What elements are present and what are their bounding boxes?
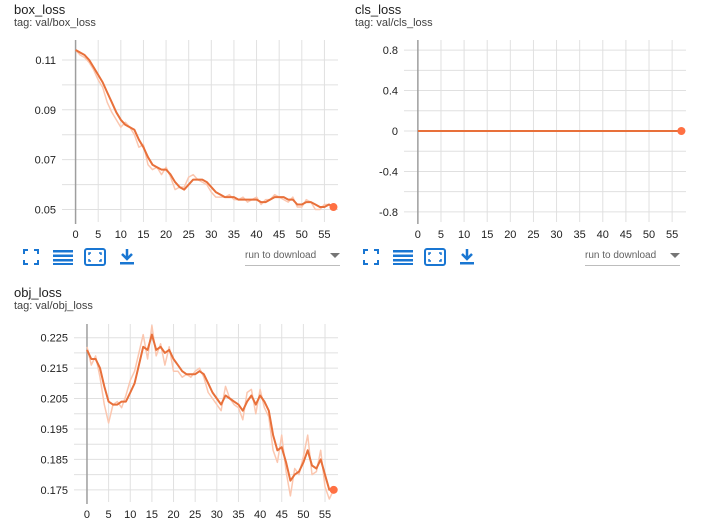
x-tick-label: 20 (160, 229, 172, 241)
run-to-download-select[interactable]: run to download (585, 250, 680, 266)
x-tick-label: 50 (296, 229, 308, 241)
data-table-icon (393, 250, 413, 265)
fit-domain-button[interactable] (424, 246, 446, 268)
x-tick-label: 15 (481, 229, 493, 241)
chevron-down-icon (330, 253, 340, 258)
fit-domain-icon (84, 248, 106, 266)
y-tick-label: 0 (392, 126, 398, 138)
chart-toolbar (360, 246, 488, 268)
obj-loss-chart[interactable]: 0 5 10 15 20 25 30 35 40 45 50 550.1750.1850.1950.2… (0, 0, 350, 528)
fit-domain-icon (424, 248, 446, 266)
x-tick-label: 0 (415, 229, 421, 241)
y-tick-label: -0.8 (379, 207, 398, 219)
x-tick-label: 35 (228, 229, 240, 241)
y-tick-label: 0.225 (40, 333, 68, 345)
x-tick-label: 40 (597, 229, 609, 241)
x-tick-label: 30 (211, 509, 223, 521)
data-table-icon (53, 250, 73, 265)
fit-domain-button[interactable] (84, 246, 106, 268)
x-tick-label: 25 (183, 229, 195, 241)
y-tick-label: 0.07 (35, 155, 56, 167)
x-tick-label: 30 (205, 229, 217, 241)
smoothed-series-line (75, 49, 334, 208)
x-tick-label: 10 (458, 229, 470, 241)
box-loss-chart[interactable]: 0 5 10 15 20 25 30 35 40 45 50 55 0.05 0.07 0.09 0.11 (0, 0, 350, 245)
smoothed-series-line (86, 333, 334, 491)
chart-tag: tag: val/box_loss (14, 17, 96, 29)
y-tick-label: 0.8 (383, 45, 398, 57)
last-point-marker (329, 203, 338, 212)
x-tick-label: 25 (189, 509, 201, 521)
x-tick-label: 50 (297, 509, 309, 521)
x-tick-label: 40 (250, 229, 262, 241)
x-tick-label: 20 (504, 229, 516, 241)
x-tick-label: 5 (106, 509, 112, 521)
x-tick-label: 45 (276, 509, 288, 521)
fullscreen-button[interactable] (20, 246, 42, 268)
data-table-button[interactable] (52, 246, 74, 268)
chart-tag: tag: val/obj_loss (14, 300, 93, 312)
raw-series-line (86, 324, 335, 500)
y-tick-label: 0.4 (383, 86, 398, 98)
fullscreen-button[interactable] (360, 246, 382, 268)
x-tick-label: 0 (73, 229, 79, 241)
chart-title: obj_loss (14, 285, 62, 300)
chart-tag: tag: val/cls_loss (355, 17, 433, 29)
x-tick-label: 45 (273, 229, 285, 241)
x-tick-label: 55 (318, 229, 330, 241)
x-tick-label: 10 (115, 229, 127, 241)
last-point-marker (677, 127, 686, 135)
y-tick-label: -0.4 (379, 166, 398, 178)
run-select-label: run to download (585, 250, 657, 261)
x-tick-label: 55 (666, 229, 678, 241)
x-tick-label: 10 (124, 509, 136, 521)
run-select-label: run to download (245, 250, 317, 261)
download-button[interactable] (116, 246, 138, 268)
fullscreen-icon (363, 249, 379, 265)
cls-loss-chart[interactable]: 0 5 10 15 20 25 30 35 40 45 50 55-0.8-0.400.40.8 (0, 0, 703, 245)
x-tick-label: 15 (137, 229, 149, 241)
download-button[interactable] (456, 246, 478, 268)
x-tick-label: 5 (438, 229, 444, 241)
x-tick-label: 30 (550, 229, 562, 241)
data-table-button[interactable] (392, 246, 414, 268)
y-tick-label: 0.09 (35, 105, 56, 117)
x-tick-label: 35 (232, 509, 244, 521)
chart-title: box_loss (14, 2, 66, 17)
run-to-download-select[interactable]: run to download (245, 250, 340, 266)
y-tick-label: 0.185 (40, 454, 68, 466)
x-tick-label: 15 (146, 509, 158, 521)
download-icon (460, 249, 474, 265)
x-tick-label: 20 (167, 509, 179, 521)
fullscreen-icon (23, 249, 39, 265)
download-icon (120, 249, 134, 265)
chart-title: cls_loss (355, 2, 402, 17)
last-point-marker (329, 485, 338, 494)
x-tick-label: 0 (84, 509, 90, 521)
x-tick-label: 35 (574, 229, 586, 241)
chevron-down-icon (670, 253, 680, 258)
x-tick-label: 25 (527, 229, 539, 241)
y-tick-label: 0.11 (35, 55, 56, 67)
y-tick-label: 0.195 (40, 424, 68, 436)
x-tick-label: 45 (620, 229, 632, 241)
x-tick-label: 5 (95, 229, 101, 241)
x-tick-label: 40 (254, 509, 266, 521)
chart-toolbar (20, 246, 148, 268)
y-tick-label: 0.05 (35, 205, 56, 217)
y-tick-label: 0.215 (40, 363, 68, 375)
x-tick-label: 55 (319, 509, 331, 521)
y-tick-label: 0.175 (40, 485, 68, 497)
y-tick-label: 0.205 (40, 394, 68, 406)
x-tick-label: 50 (643, 229, 655, 241)
